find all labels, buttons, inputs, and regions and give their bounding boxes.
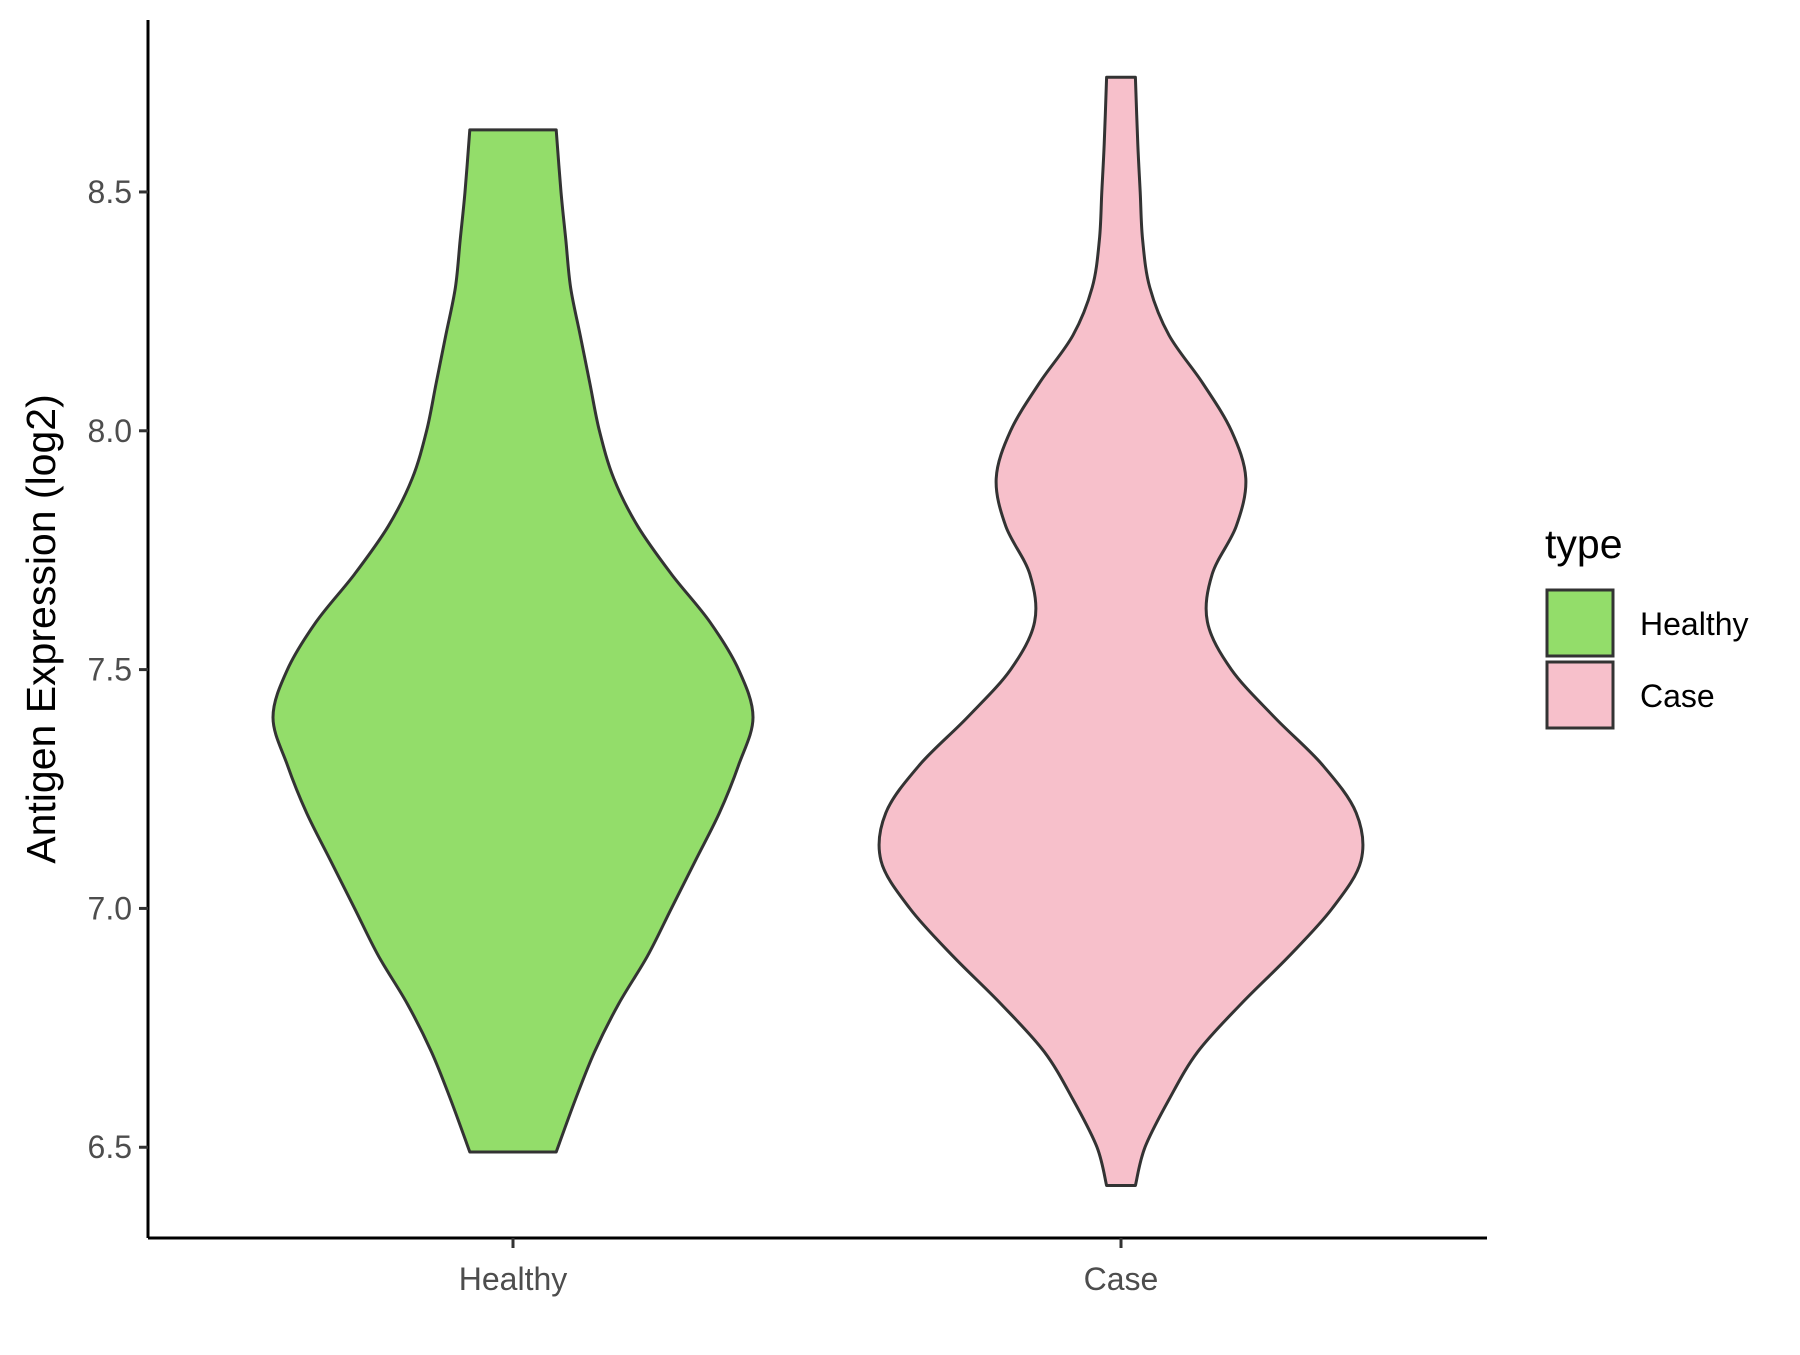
y-tick-label: 7.5 — [88, 652, 132, 688]
y-axis-title: Antigen Expression (log2) — [18, 394, 64, 863]
y-tick-label: 7.0 — [88, 890, 132, 926]
legend-entries: Healthy Case — [1545, 588, 1749, 730]
violins-layer — [271, 75, 1365, 1187]
legend-title: type — [1545, 521, 1623, 567]
legend-label-healthy: Healthy — [1640, 606, 1749, 642]
violin-case — [877, 75, 1365, 1187]
x-ticks: Healthy Case — [459, 1238, 1159, 1297]
x-tick-label: Healthy — [459, 1261, 568, 1297]
y-ticks: 6.5 7.0 7.5 8.0 8.5 — [88, 174, 148, 1165]
y-tick-label: 6.5 — [88, 1129, 132, 1165]
legend-key-healthy — [1545, 588, 1615, 658]
legend-key-case — [1545, 660, 1615, 730]
x-tick-label: Case — [1084, 1261, 1159, 1297]
legend-label-case: Case — [1640, 678, 1715, 714]
legend: type Healthy Case — [1545, 521, 1749, 730]
axes-layer — [146, 20, 1487, 1240]
y-tick-label: 8.5 — [88, 174, 132, 210]
y-tick-label: 8.0 — [88, 413, 132, 449]
violin-healthy — [271, 128, 755, 1154]
